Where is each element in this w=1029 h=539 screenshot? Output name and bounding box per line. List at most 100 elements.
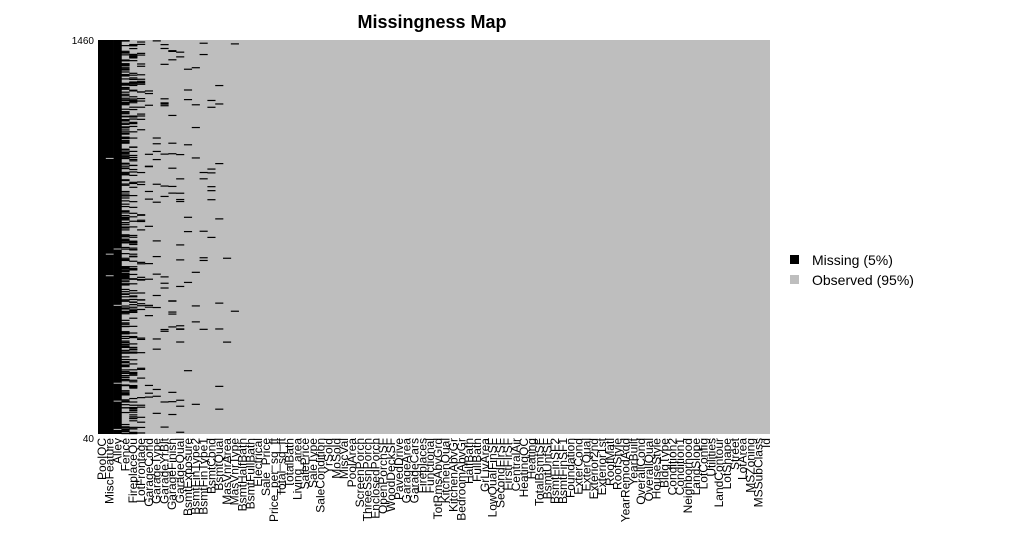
missing-cell bbox=[168, 185, 177, 188]
missing-cell bbox=[191, 271, 200, 273]
missing-cell bbox=[137, 397, 146, 399]
missing-cell bbox=[121, 305, 130, 307]
missing-cell bbox=[160, 47, 169, 50]
x-tick-label: FirstFlrSF bbox=[501, 438, 515, 491]
missing-cell bbox=[168, 142, 177, 144]
missing-cell bbox=[121, 307, 130, 309]
missing-cell bbox=[137, 338, 146, 341]
missing-cell bbox=[121, 183, 130, 185]
missing-cell bbox=[207, 168, 216, 170]
missing-cell bbox=[98, 40, 107, 434]
missing-cell bbox=[183, 99, 193, 101]
missing-cell bbox=[152, 412, 161, 414]
column-cells-garagecond bbox=[144, 90, 153, 398]
missing-cell bbox=[121, 190, 130, 193]
missing-cell bbox=[121, 308, 130, 310]
missing-cell bbox=[129, 296, 138, 298]
missing-cell bbox=[152, 150, 161, 153]
x-tick-label: TotalBsmtSF bbox=[532, 438, 546, 506]
missing-cell bbox=[129, 374, 138, 376]
missing-cell bbox=[129, 411, 138, 413]
missing-cell bbox=[160, 153, 169, 155]
missing-cell bbox=[176, 285, 185, 288]
missing-cell bbox=[160, 63, 169, 65]
missing-cell bbox=[129, 234, 138, 237]
missing-cell bbox=[207, 236, 216, 239]
missing-cell bbox=[121, 337, 130, 339]
column-cells-masvnrtype bbox=[230, 43, 239, 312]
missing-cell bbox=[129, 292, 138, 294]
missing-cell bbox=[121, 427, 130, 429]
column-cells-garageyrblt bbox=[160, 44, 169, 428]
missing-cell bbox=[168, 313, 177, 315]
missing-cell bbox=[160, 103, 169, 105]
x-tick-label: HalfBath bbox=[462, 438, 476, 484]
missing-cell bbox=[121, 65, 130, 67]
missing-cell bbox=[129, 379, 138, 381]
column-cells-bsmtexposure bbox=[183, 68, 193, 372]
x-tick-label: BldgType bbox=[658, 438, 672, 488]
missing-cell bbox=[121, 87, 130, 89]
missing-cell bbox=[137, 115, 146, 117]
missing-cell bbox=[129, 397, 138, 400]
missing-cell bbox=[121, 113, 130, 115]
missing-cell bbox=[121, 88, 130, 90]
missing-cell bbox=[121, 184, 130, 186]
missing-cell bbox=[129, 247, 138, 249]
x-tick-label: MiscVal bbox=[337, 438, 351, 479]
missing-cell bbox=[121, 400, 130, 402]
missing-cell bbox=[129, 212, 138, 214]
missing-cell bbox=[121, 432, 130, 435]
missing-cell bbox=[168, 50, 177, 52]
missing-cell bbox=[129, 386, 138, 388]
missing-cell bbox=[129, 406, 138, 409]
missing-cell bbox=[168, 59, 177, 61]
missing-cell bbox=[160, 98, 169, 100]
missing-cell bbox=[137, 106, 146, 108]
missing-cell bbox=[121, 103, 130, 105]
missing-cell bbox=[199, 259, 208, 262]
missing-cell bbox=[121, 74, 130, 76]
x-tick-label: EnclosedPorch bbox=[368, 438, 382, 519]
missing-cell bbox=[176, 51, 185, 53]
missing-cell bbox=[160, 102, 169, 104]
x-tick-label: KitchenAbvGr bbox=[447, 438, 461, 512]
missing-cell bbox=[137, 65, 146, 67]
x-tick-label: WoodDeckSF bbox=[384, 438, 398, 512]
x-tick-label: BsmtHalfBath bbox=[236, 438, 250, 511]
missing-cell bbox=[121, 136, 130, 138]
missing-cell bbox=[121, 343, 130, 346]
x-tick-label: PoolQC bbox=[95, 438, 109, 480]
missing-cell bbox=[121, 236, 130, 238]
missing-cell bbox=[121, 390, 130, 392]
missing-cell bbox=[121, 266, 130, 269]
x-tick-label: ExterCond bbox=[572, 438, 586, 495]
missing-cell bbox=[183, 216, 193, 218]
missing-cell bbox=[121, 50, 130, 52]
missing-cell bbox=[144, 384, 153, 387]
missing-cell bbox=[137, 367, 146, 369]
missing-cell bbox=[121, 173, 130, 175]
x-tick-label: RoofStyle bbox=[611, 438, 625, 490]
missing-cell bbox=[121, 78, 130, 80]
x-tick-label: MasVnrType bbox=[228, 438, 242, 506]
missing-cell bbox=[191, 67, 200, 69]
missing-cell bbox=[144, 190, 153, 193]
x-tick-label: BsmtQual bbox=[212, 438, 226, 491]
missing-cell bbox=[121, 253, 130, 255]
missing-cell bbox=[129, 125, 138, 128]
missing-cell bbox=[129, 77, 138, 79]
missing-cell bbox=[121, 226, 130, 228]
missing-cell bbox=[199, 171, 208, 174]
missing-cell bbox=[129, 72, 138, 74]
missing-cell bbox=[137, 421, 146, 423]
missing-cell bbox=[160, 282, 169, 284]
missing-cell bbox=[215, 328, 224, 330]
missing-cell bbox=[129, 278, 138, 280]
missing-cell bbox=[176, 328, 185, 330]
missing-cell bbox=[129, 158, 138, 161]
x-tick-label: RoofMatl bbox=[603, 438, 617, 486]
x-tick-label: SalePrice bbox=[298, 438, 312, 490]
missing-cell bbox=[121, 426, 130, 428]
x-tick-label: Street bbox=[728, 437, 742, 470]
